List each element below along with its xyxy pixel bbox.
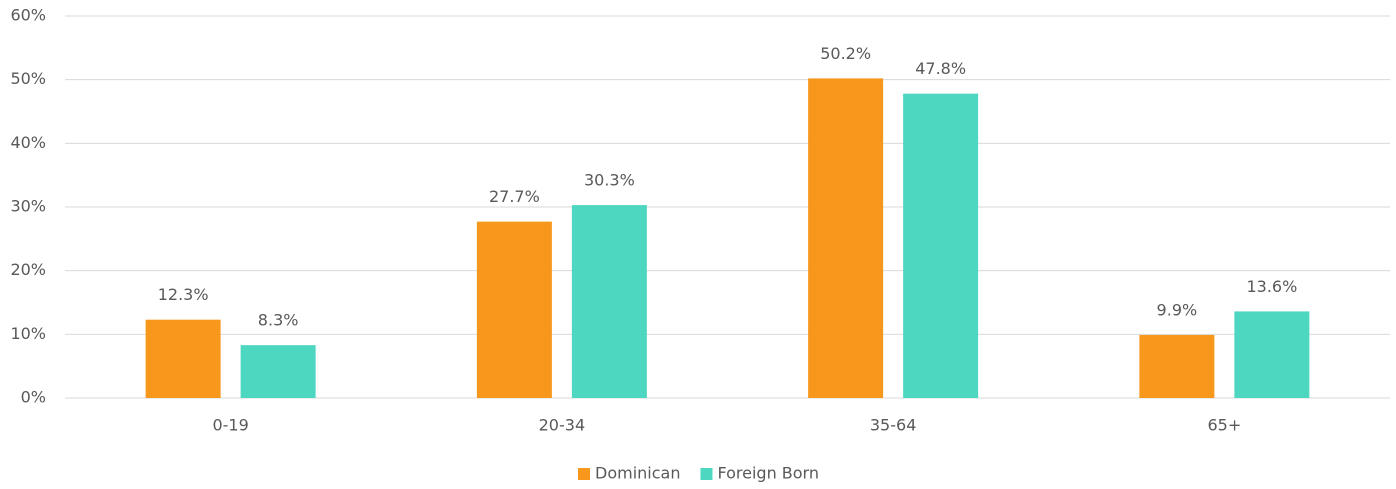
data-label: 8.3%: [258, 311, 299, 330]
y-tick-label: 20%: [10, 260, 46, 279]
bar: [145, 319, 221, 398]
x-tick-label: 65+: [1207, 416, 1241, 435]
y-tick-label: 0%: [21, 388, 46, 407]
bar: [903, 93, 979, 398]
y-tick-label: 50%: [10, 69, 46, 88]
bar: [571, 205, 647, 398]
bar: [476, 221, 552, 398]
y-tick-label: 60%: [10, 6, 46, 25]
legend-swatch: [700, 468, 713, 480]
legend-label: Foreign Born: [717, 464, 819, 483]
data-label: 13.6%: [1246, 277, 1297, 296]
data-label: 30.3%: [584, 171, 635, 190]
bar: [1139, 334, 1215, 398]
data-label: 50.2%: [820, 44, 871, 63]
data-label: 27.7%: [489, 187, 540, 206]
bar: [240, 345, 316, 398]
bar: [808, 78, 884, 398]
y-tick-label: 40%: [10, 133, 46, 152]
y-tick-label: 30%: [10, 197, 46, 216]
x-tick-label: 0-19: [212, 416, 248, 435]
data-label: 12.3%: [158, 285, 209, 304]
legend-swatch: [578, 468, 590, 480]
data-label: 47.8%: [915, 59, 966, 78]
data-label: 9.9%: [1157, 300, 1198, 319]
x-tick-label: 20-34: [539, 416, 586, 435]
x-tick-label: 35-64: [870, 416, 917, 435]
legend-label: Dominican: [595, 464, 680, 483]
bar: [1234, 311, 1310, 398]
y-tick-label: 10%: [10, 324, 46, 343]
